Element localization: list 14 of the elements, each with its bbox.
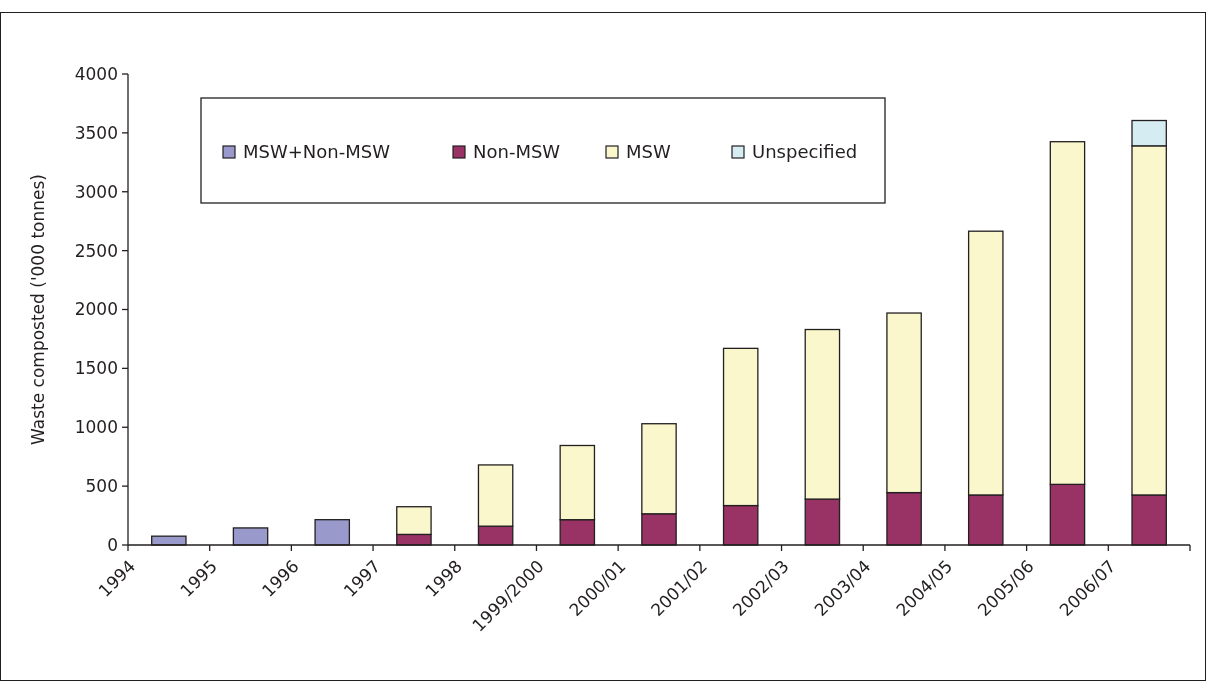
y-tick-label: 1000	[74, 417, 118, 438]
y-axis-title: Waste composted ('000 tonnes)	[28, 174, 48, 445]
y-tick-label: 500	[85, 476, 118, 497]
y-tick-label: 3500	[74, 122, 118, 143]
y-tick-label: 2000	[74, 299, 118, 320]
legend-label: Non-MSW	[473, 141, 561, 163]
y-tick-label: 0	[107, 534, 118, 555]
legend-label: MSW	[626, 141, 671, 163]
y-tick-label: 1500	[74, 358, 118, 379]
legend-label: Unspecified	[752, 141, 858, 163]
y-tick-label: 3000	[74, 181, 118, 202]
legend-label: MSW+Non-MSW	[243, 141, 391, 163]
y-tick-label: 2500	[74, 240, 118, 261]
y-tick-label: 4000	[74, 63, 118, 84]
